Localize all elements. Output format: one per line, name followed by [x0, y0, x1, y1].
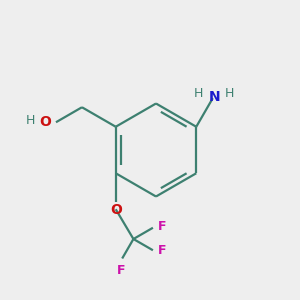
Text: H: H [26, 114, 36, 127]
Text: N: N [208, 90, 220, 104]
Text: F: F [158, 220, 166, 233]
Text: O: O [111, 203, 123, 217]
Text: F: F [116, 264, 125, 277]
Text: H: H [225, 87, 235, 100]
Text: F: F [158, 244, 166, 257]
Text: H: H [194, 87, 203, 100]
Text: O: O [40, 115, 52, 129]
